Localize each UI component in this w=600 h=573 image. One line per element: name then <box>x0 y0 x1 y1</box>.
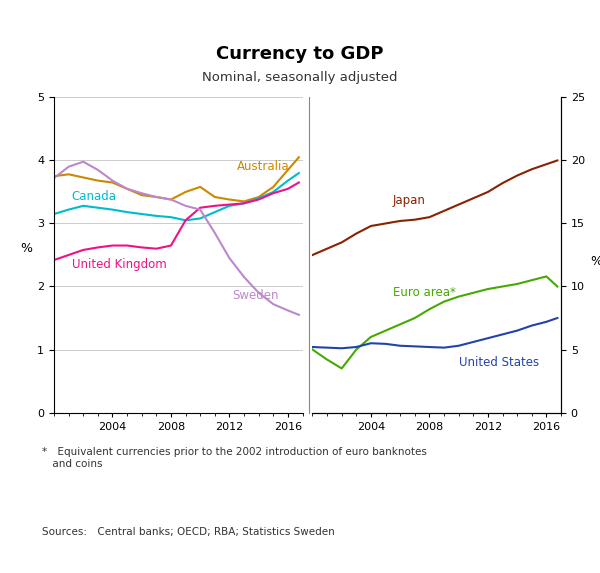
Text: Sweden: Sweden <box>232 289 279 303</box>
Text: Japan: Japan <box>393 194 426 207</box>
Text: Canada: Canada <box>71 190 116 203</box>
Y-axis label: %: % <box>20 242 32 255</box>
Text: United States: United States <box>458 356 539 368</box>
Text: Euro area*: Euro area* <box>393 286 456 299</box>
Text: Nominal, seasonally adjusted: Nominal, seasonally adjusted <box>202 71 398 84</box>
Text: Sources: Central banks; OECD; RBA; Statistics Sweden: Sources: Central banks; OECD; RBA; Stati… <box>42 527 335 537</box>
Text: Currency to GDP: Currency to GDP <box>216 45 384 64</box>
Text: Australia: Australia <box>237 160 289 173</box>
Text: United Kingdom: United Kingdom <box>71 258 166 271</box>
Y-axis label: %: % <box>590 255 600 268</box>
Text: * Equivalent currencies prior to the 2002 introduction of euro banknotes
 and co: * Equivalent currencies prior to the 200… <box>42 447 427 469</box>
